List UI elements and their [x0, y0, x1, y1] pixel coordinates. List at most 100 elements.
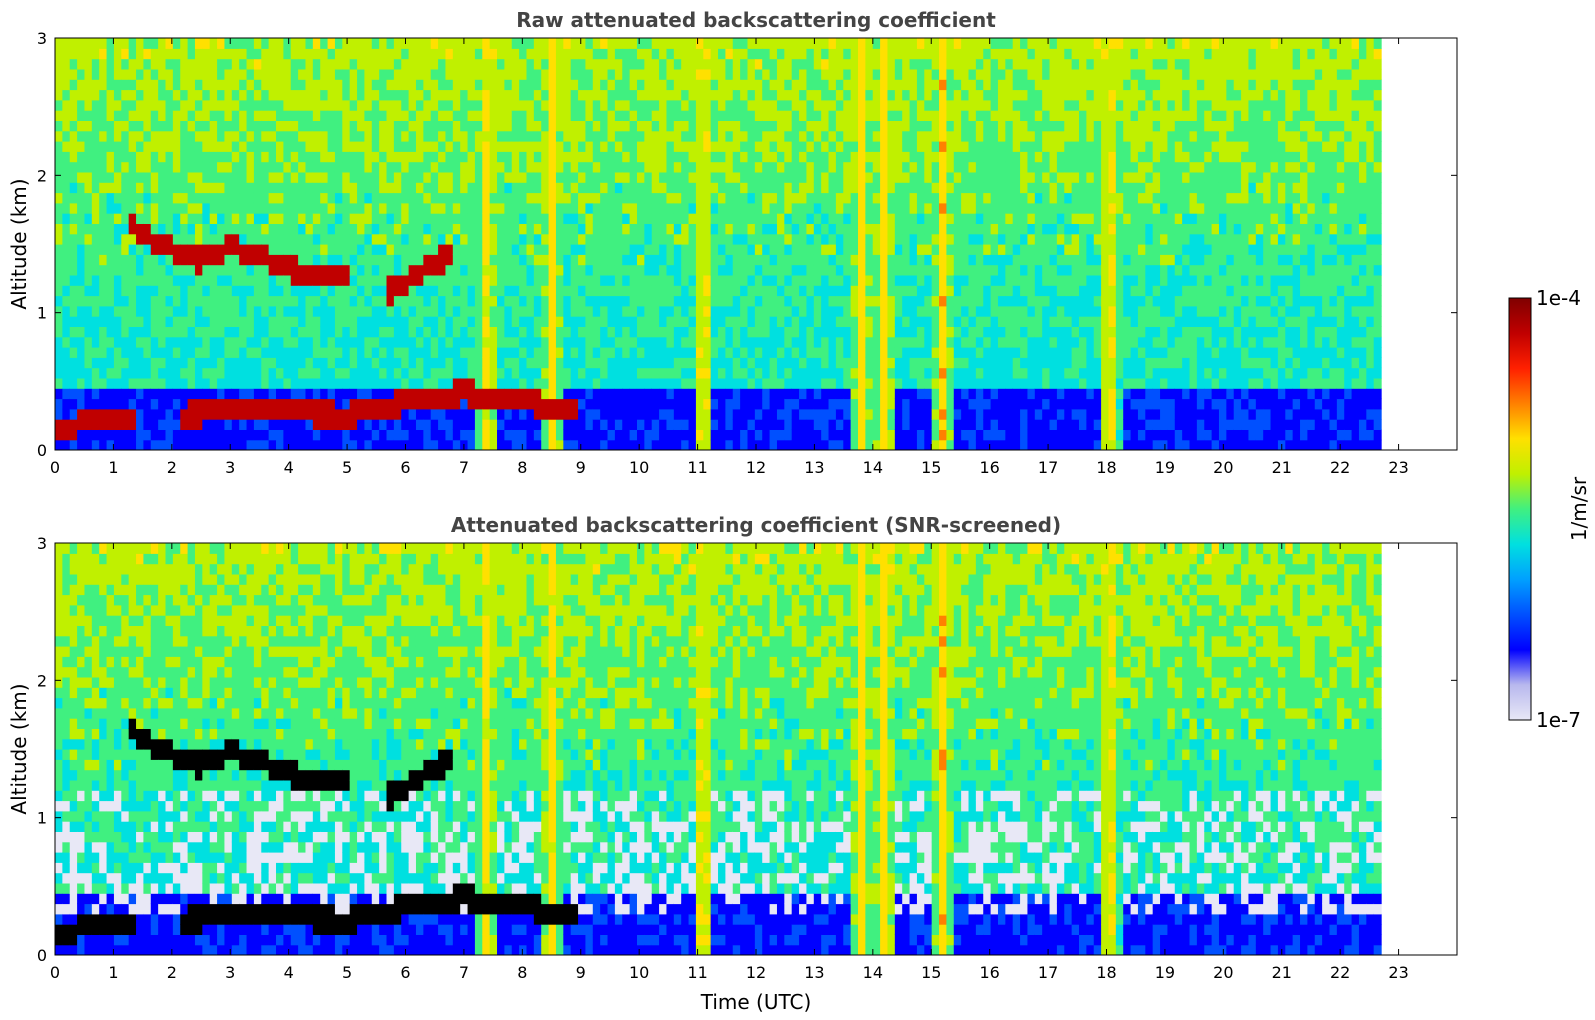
heatmap-cell: [312, 38, 321, 49]
heatmap-cell: [600, 367, 609, 379]
heatmap-cell: [423, 357, 432, 369]
heatmap-cell: [806, 254, 815, 266]
heatmap-cell: [283, 429, 292, 441]
heatmap-cell: [894, 305, 903, 317]
heatmap-cell: [408, 151, 417, 163]
heatmap-cell: [143, 48, 152, 60]
heatmap-cell: [165, 120, 174, 132]
heatmap-cell: [607, 171, 616, 183]
heatmap-cell: [239, 408, 248, 420]
heatmap-cell: [143, 377, 152, 389]
heatmap-cell: [452, 130, 461, 142]
heatmap-cell: [578, 316, 587, 327]
heatmap-cell: [828, 244, 837, 255]
heatmap-cell: [150, 68, 159, 80]
heatmap-cell: [570, 130, 579, 142]
heatmap-cell: [261, 388, 270, 400]
heatmap-cell: [482, 274, 491, 286]
heatmap-cell: [578, 398, 587, 410]
heatmap-cell: [578, 130, 587, 142]
heatmap-cell: [703, 326, 712, 338]
heatmap-cell: [600, 347, 609, 358]
heatmap-cell: [150, 202, 159, 214]
heatmap-cell: [113, 439, 122, 450]
heatmap-cell: [880, 141, 889, 152]
heatmap-cell: [651, 264, 660, 276]
heatmap-cell: [180, 120, 189, 132]
heatmap-cell: [180, 244, 189, 255]
heatmap-cell: [695, 254, 704, 266]
heatmap-cell: [710, 130, 719, 142]
heatmap-cell: [776, 367, 785, 379]
heatmap-cell: [202, 295, 211, 307]
heatmap-cell: [703, 295, 712, 307]
heatmap-cell: [511, 58, 520, 70]
heatmap-cell: [239, 192, 248, 204]
heatmap-cell: [828, 233, 837, 245]
heatmap-cell: [423, 130, 432, 142]
heatmap-cell: [828, 274, 837, 286]
heatmap-cell: [423, 285, 432, 297]
heatmap-cell: [762, 439, 771, 450]
heatmap-cell: [217, 141, 226, 152]
heatmap-cell: [327, 130, 336, 142]
heatmap-cell: [872, 182, 881, 194]
heatmap-cell: [393, 398, 402, 410]
heatmap-cell: [62, 99, 71, 111]
heatmap-cell: [231, 171, 240, 183]
heatmap-cell: [467, 326, 476, 338]
heatmap-cell: [423, 244, 432, 255]
heatmap-cell: [268, 419, 277, 430]
heatmap-cell: [393, 357, 402, 369]
heatmap-cell: [894, 161, 903, 173]
heatmap-cell: [187, 439, 196, 450]
heatmap-cell: [909, 408, 918, 420]
heatmap-cell: [55, 182, 63, 194]
heatmap-cell: [423, 171, 432, 183]
heatmap-cell: [504, 264, 513, 276]
heatmap-cell: [357, 347, 366, 358]
heatmap-cell: [585, 285, 594, 297]
heatmap-cell: [99, 202, 108, 214]
heatmap-cell: [224, 202, 233, 214]
heatmap-cell: [622, 367, 631, 379]
heatmap-cell: [136, 244, 145, 255]
heatmap-cell: [445, 347, 454, 358]
heatmap-cell: [666, 38, 675, 49]
heatmap-cell: [681, 419, 690, 430]
heatmap-cell: [253, 429, 262, 441]
heatmap-cell: [710, 367, 719, 379]
heatmap-cell: [489, 439, 498, 450]
heatmap-cell: [172, 274, 181, 286]
heatmap-cell: [452, 120, 461, 132]
heatmap-cell: [725, 367, 734, 379]
heatmap-cell: [894, 89, 903, 101]
heatmap-cell: [106, 419, 115, 430]
heatmap-cell: [570, 58, 579, 70]
heatmap-cell: [931, 316, 940, 327]
heatmap-cell: [209, 171, 218, 183]
heatmap-cell: [548, 89, 557, 101]
heatmap-cell: [769, 120, 778, 132]
heatmap-cell: [268, 79, 277, 91]
heatmap-cell: [504, 68, 513, 80]
heatmap-cell: [953, 38, 962, 49]
heatmap-cell: [430, 141, 439, 152]
heatmap-cell: [607, 120, 616, 132]
heatmap-cell: [408, 58, 417, 70]
heatmap-cell: [342, 79, 351, 91]
heatmap-cell: [474, 182, 483, 194]
heatmap-cell: [644, 233, 653, 245]
heatmap-cell: [253, 408, 262, 420]
heatmap-cell: [850, 192, 859, 204]
heatmap-cell: [776, 305, 785, 317]
heatmap-cell: [357, 99, 366, 111]
heatmap-cell: [467, 254, 476, 266]
heatmap-cell: [953, 377, 962, 389]
heatmap-cell: [268, 171, 277, 183]
heatmap-cell: [165, 244, 174, 255]
heatmap-cell: [217, 408, 226, 420]
heatmap-cell: [386, 110, 395, 121]
heatmap-cell: [651, 171, 660, 183]
heatmap-cell: [231, 79, 240, 91]
